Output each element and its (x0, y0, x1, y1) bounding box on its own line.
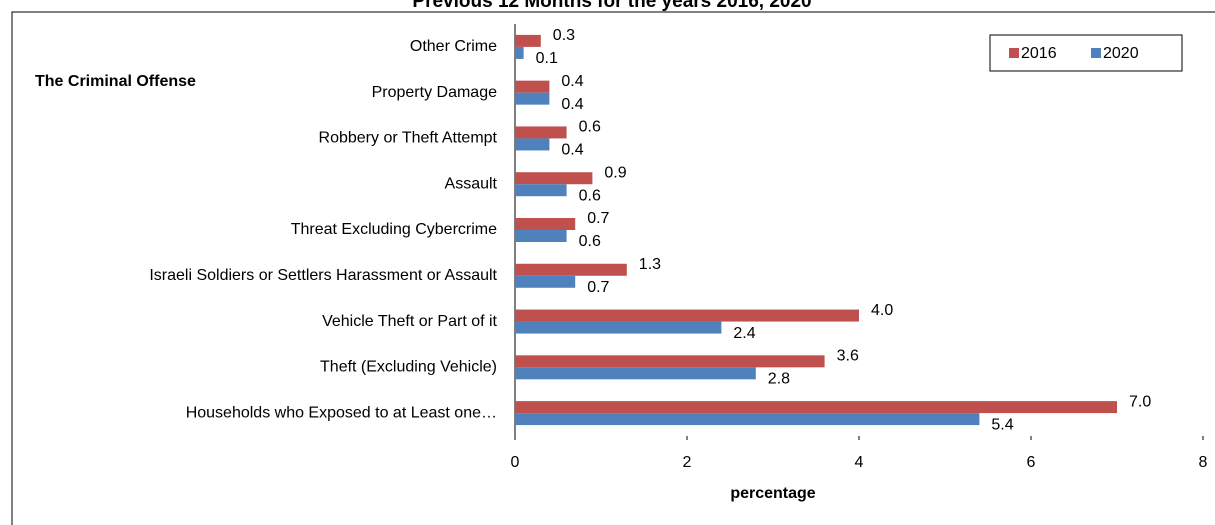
bar (515, 172, 593, 185)
y-tick-label: Threat Excluding Cybercrime (291, 221, 497, 238)
y-tick-label: Israeli Soldiers or Settlers Harassment … (149, 267, 497, 284)
data-label: 0.4 (561, 96, 583, 113)
legend-swatch (1009, 48, 1019, 58)
data-label: 5.4 (991, 416, 1013, 433)
data-label: 0.6 (579, 187, 601, 204)
y-tick-label: Assault (445, 175, 498, 192)
bar (515, 401, 1117, 414)
data-label: 0.4 (561, 73, 583, 90)
y-tick-label: Robbery or Theft Attempt (319, 130, 498, 147)
bar (515, 263, 627, 276)
data-label: 2.8 (768, 371, 790, 388)
data-label: 0.9 (604, 164, 626, 181)
bar (515, 92, 550, 105)
bar (515, 138, 550, 151)
bar (515, 80, 550, 93)
bar (515, 275, 576, 288)
y-tick-label: Property Damage (372, 84, 497, 101)
bar (515, 218, 576, 230)
legend-label: 2016 (1021, 45, 1057, 62)
x-tick-label: 6 (1027, 454, 1036, 471)
data-label: 0.7 (587, 279, 609, 296)
data-label: 0.1 (536, 50, 558, 67)
data-label: 0.4 (561, 142, 583, 159)
bar (515, 321, 722, 334)
data-label: 7.0 (1129, 393, 1151, 410)
data-label: 1.3 (639, 256, 661, 273)
bar (515, 309, 859, 322)
x-tick-label: 4 (855, 454, 864, 471)
y-tick-label: Households who Exposed to at Least one… (186, 404, 497, 421)
chart-border (11, 11, 1215, 525)
x-axis-label: percentage (730, 485, 815, 502)
data-label: 2.4 (733, 325, 755, 342)
y-axis-label: The Criminal Offense (35, 73, 196, 90)
legend-label: 2020 (1103, 45, 1139, 62)
y-tick-label: Other Crime (410, 38, 497, 55)
data-label: 0.3 (553, 27, 575, 44)
data-label: 0.6 (579, 119, 601, 136)
bar (515, 34, 541, 47)
x-tick-label: 0 (511, 454, 520, 471)
bar (515, 367, 756, 380)
data-label: 3.6 (837, 348, 859, 365)
bar (515, 126, 567, 139)
legend-swatch (1091, 48, 1101, 58)
x-tick-label: 8 (1199, 454, 1208, 471)
chart-title: Previous 12 Months for the years 2016, 2… (412, 0, 811, 12)
data-label: 0.7 (587, 210, 609, 227)
bar (515, 46, 524, 59)
y-tick-label: Vehicle Theft or Part of it (322, 313, 497, 330)
x-tick-label: 2 (683, 454, 692, 471)
data-label: 0.6 (579, 233, 601, 250)
legend-box (989, 34, 1183, 72)
bar (515, 184, 567, 197)
y-tick-label: Theft (Excluding Vehicle) (320, 359, 497, 376)
data-label: 4.0 (871, 302, 893, 319)
bar (515, 355, 825, 368)
bar (515, 413, 980, 426)
bar (515, 230, 567, 242)
